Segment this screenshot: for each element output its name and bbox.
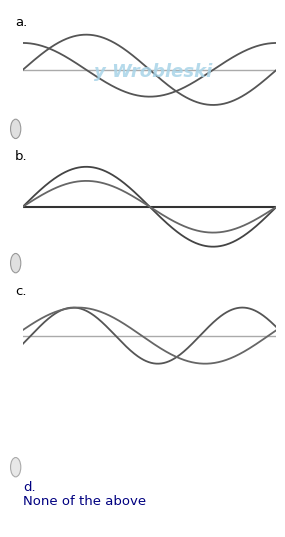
Text: None of the above: None of the above [23,495,146,508]
Text: a.: a. [15,16,27,29]
Text: c.: c. [15,285,27,297]
Text: b.: b. [15,150,28,163]
Text: d.: d. [23,481,35,494]
Text: y Wrobleski: y Wrobleski [94,63,212,81]
